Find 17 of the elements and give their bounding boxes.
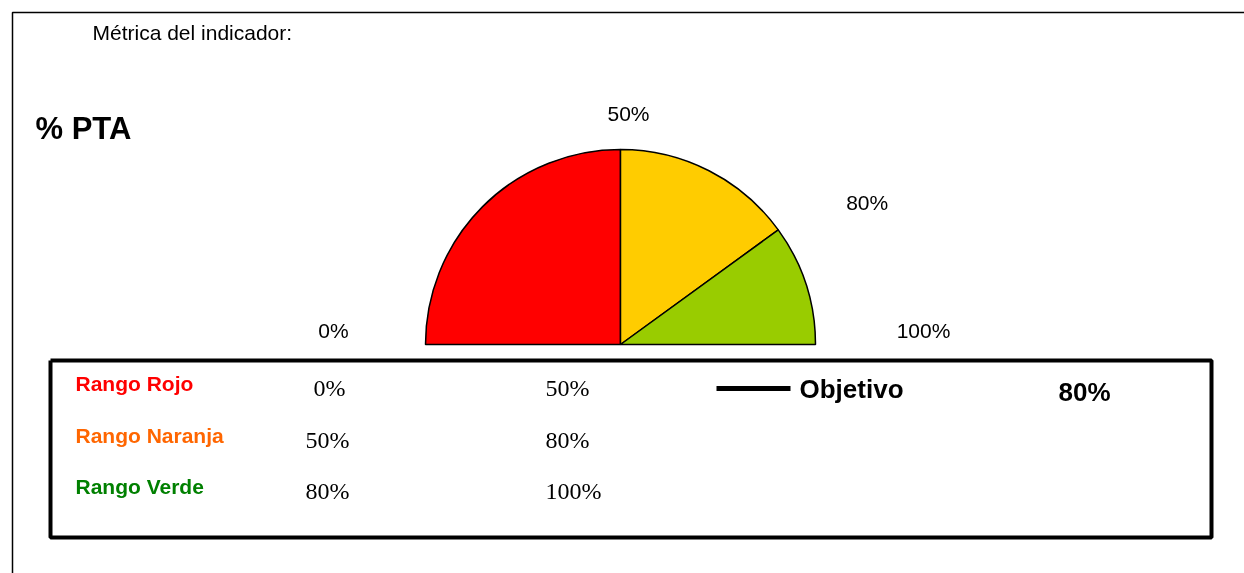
text: 0%: [318, 319, 349, 342]
text: 0%: [313, 374, 346, 401]
text: Objetivo: [799, 373, 904, 404]
text: 50%: [545, 374, 590, 401]
text: 80%: [846, 191, 889, 215]
text: 50%: [305, 426, 350, 453]
text: Rango Rojo: [75, 372, 194, 395]
text: 100%: [545, 477, 602, 504]
text: Rango Verde: [75, 475, 204, 498]
text: Rango Naranja: [75, 424, 225, 447]
text: 50%: [607, 102, 650, 125]
text: 80%: [305, 477, 350, 504]
text: 80%: [545, 426, 590, 453]
text: 80%: [1058, 376, 1111, 407]
text: 100%: [896, 319, 951, 342]
text: Métrica del indicador:: [92, 21, 293, 44]
text: % PTA: [35, 111, 132, 146]
